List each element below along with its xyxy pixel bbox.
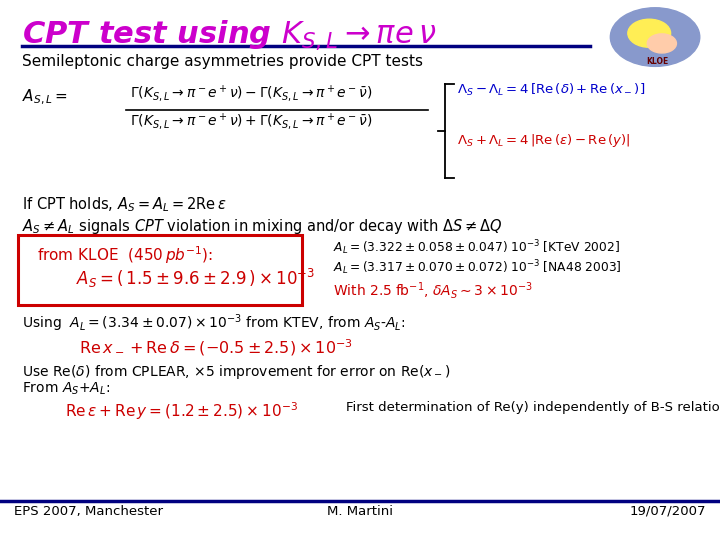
Text: $\Gamma(K_{S,L}\rightarrow \pi^-e^+\nu) + \Gamma(K_{S,L}\rightarrow \pi^+e^-\bar: $\Gamma(K_{S,L}\rightarrow \pi^-e^+\nu) …: [130, 112, 372, 132]
Text: $A_L = (3.317 \pm 0.070 \pm 0.072)\;10^{-3}$ [NA48 2003]: $A_L = (3.317 \pm 0.070 \pm 0.072)\;10^{…: [333, 258, 621, 277]
Text: KLOE: KLOE: [646, 57, 668, 66]
Text: $A_S\neq A_L$ signals $\mathit{CPT}$ violation in mixing and/or decay with $\Del: $A_S\neq A_L$ signals $\mathit{CPT}$ vio…: [22, 217, 503, 236]
Text: $\Lambda_S + \Lambda_L = 4\,|\mathrm{Re}\,(\varepsilon) - \mathrm{Re}\,(y)|$: $\Lambda_S + \Lambda_L = 4\,|\mathrm{Re}…: [457, 132, 631, 149]
Text: $A_{S,L} =$: $A_{S,L} =$: [22, 87, 68, 107]
Text: $A_L = (3.322 \pm 0.058 \pm 0.047)\;10^{-3}$ [KTeV 2002]: $A_L = (3.322 \pm 0.058 \pm 0.047)\;10^{…: [333, 239, 620, 258]
Circle shape: [647, 34, 677, 53]
Text: Using  $A_L = (3.34 \pm 0.07)\times10^{-3}$ from KTEV, from $A_S$-$A_L$:: Using $A_L = (3.34 \pm 0.07)\times10^{-3…: [22, 312, 405, 334]
Text: Semileptonic charge asymmetries provide CPT tests: Semileptonic charge asymmetries provide …: [22, 54, 423, 69]
Text: $A_S = (\,1.5 \pm 9.6 \pm 2.9\,)\times 10^{-3}$: $A_S = (\,1.5 \pm 9.6 \pm 2.9\,)\times 1…: [76, 267, 315, 291]
Circle shape: [628, 19, 670, 48]
Text: $\mathrm{Re}\,\varepsilon + \mathrm{Re}\,y = (1.2\pm2.5)\times10^{-3}$: $\mathrm{Re}\,\varepsilon + \mathrm{Re}\…: [65, 401, 298, 422]
Text: CPT test using $K_{S,L}\rightarrow \pi e\,\nu$: CPT test using $K_{S,L}\rightarrow \pi e…: [22, 19, 436, 52]
Text: First determination of Re(y) independently of B-S relation: First determination of Re(y) independent…: [346, 401, 720, 414]
Text: $\Lambda_S - \Lambda_L = 4\,[\mathrm{Re}\,(\delta) + \mathrm{Re}\,(x_-)]$: $\Lambda_S - \Lambda_L = 4\,[\mathrm{Re}…: [457, 82, 645, 98]
Text: $\Gamma(K_{S,L}\rightarrow \pi^-e^+\nu) - \Gamma(K_{S,L}\rightarrow \pi^+e^-\bar: $\Gamma(K_{S,L}\rightarrow \pi^-e^+\nu) …: [130, 84, 372, 104]
Text: With $2.5\;\mathrm{fb}^{-1}$, $\delta A_S \sim 3\times10^{-3}$: With $2.5\;\mathrm{fb}^{-1}$, $\delta A_…: [333, 280, 533, 301]
Text: from KLOE  $\mathit{(450\,pb^{-1})}$:: from KLOE $\mathit{(450\,pb^{-1})}$:: [37, 244, 214, 266]
Text: If CPT holds, $A_S=A_L =2\mathrm{Re}\,\varepsilon$: If CPT holds, $A_S=A_L =2\mathrm{Re}\,\v…: [22, 195, 226, 214]
FancyBboxPatch shape: [18, 235, 302, 305]
Text: M. Martini: M. Martini: [327, 505, 393, 518]
Text: Use Re($\delta$) from CPLEAR, $\times$5 improvement for error on Re($x_-$): Use Re($\delta$) from CPLEAR, $\times$5 …: [22, 363, 450, 381]
Text: 19/07/2007: 19/07/2007: [629, 505, 706, 518]
Text: From $A_S$+$A_L$:: From $A_S$+$A_L$:: [22, 381, 109, 397]
Circle shape: [611, 8, 700, 66]
Text: EPS 2007, Manchester: EPS 2007, Manchester: [14, 505, 163, 518]
Text: $\mathrm{Re}\,x_- + \mathrm{Re}\,\delta = (-0.5 \pm 2.5)\times10^{-3}$: $\mathrm{Re}\,x_- + \mathrm{Re}\,\delta …: [79, 338, 353, 358]
